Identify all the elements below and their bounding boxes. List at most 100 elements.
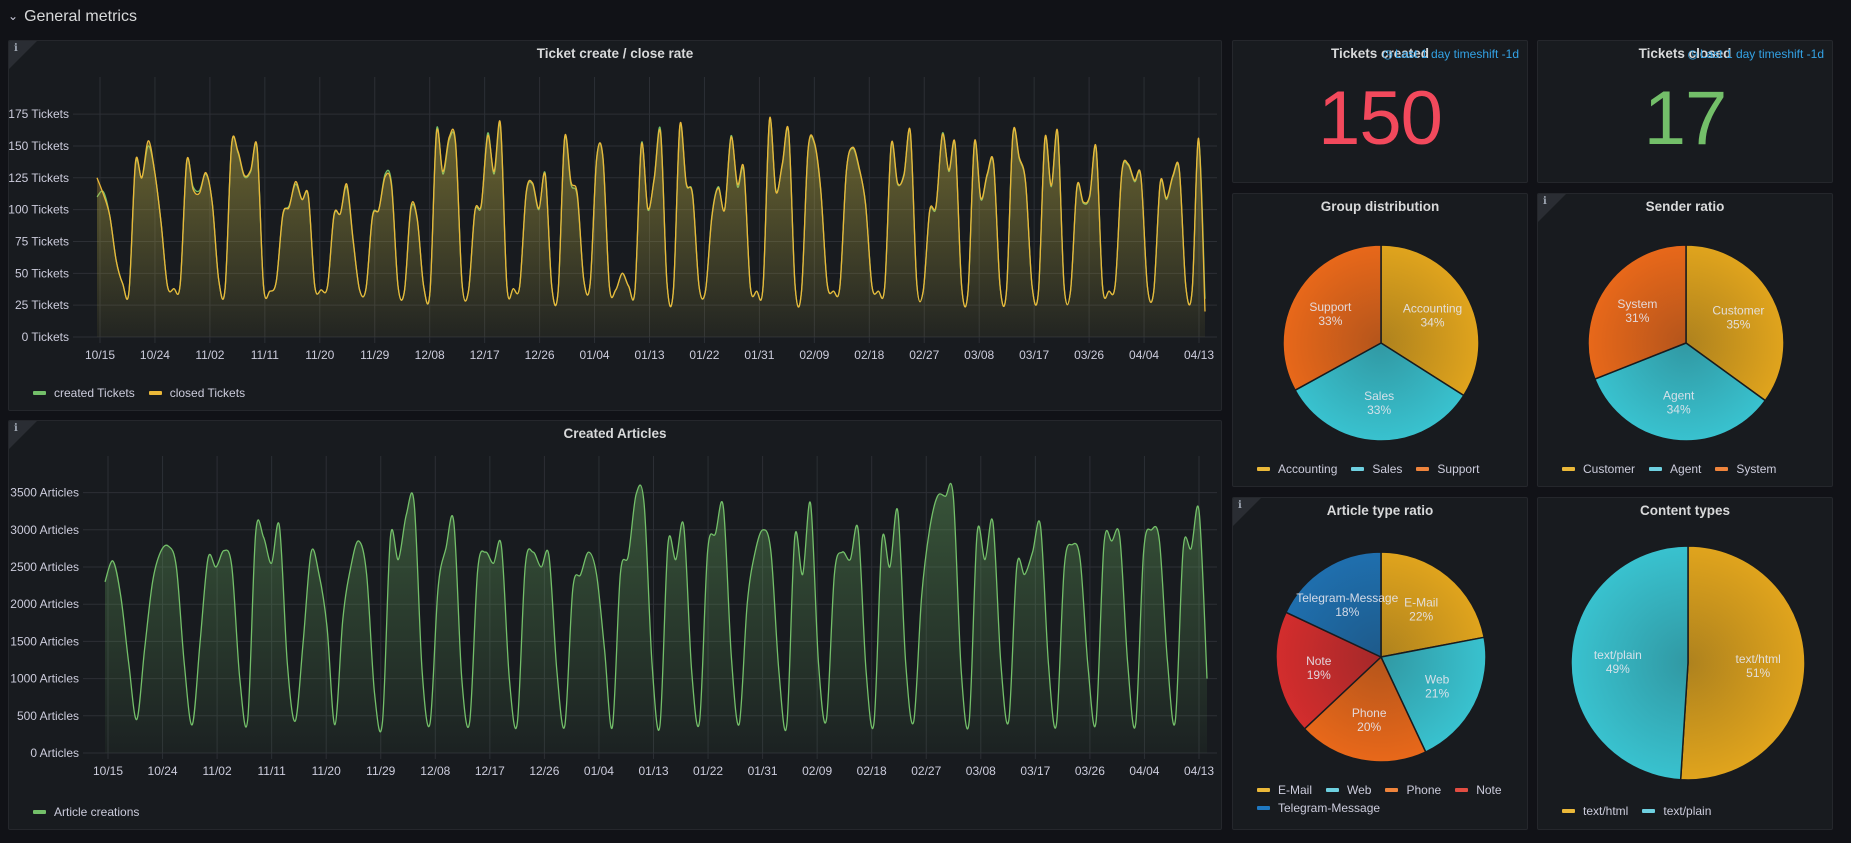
y-tick-label: 0 Articles bbox=[30, 746, 79, 760]
legend-label: Telegram-Message bbox=[1278, 801, 1381, 815]
info-corner[interactable] bbox=[9, 421, 37, 449]
legend-item[interactable]: Accounting bbox=[1257, 462, 1337, 476]
legend-swatch bbox=[1455, 788, 1469, 792]
x-tick-label: 11/02 bbox=[203, 764, 232, 778]
pie-legend: Accounting Sales Support bbox=[1257, 462, 1479, 476]
x-tick-label: 04/13 bbox=[1184, 764, 1214, 778]
pie-slice-label: Agent bbox=[1663, 388, 1695, 402]
x-tick-label: 03/08 bbox=[964, 348, 994, 362]
legend-label: Article creations bbox=[54, 805, 140, 819]
stat-value: 17 bbox=[1643, 76, 1728, 161]
chevron-down-icon[interactable]: ⌄ bbox=[8, 9, 19, 23]
pie-slice-telegram-message bbox=[1284, 551, 1382, 659]
y-tick-label: 25 Tickets bbox=[15, 298, 69, 312]
panel-title: Tickets created bbox=[1330, 46, 1430, 61]
legend-item[interactable]: Customer bbox=[1562, 462, 1635, 476]
legend-item[interactable]: System bbox=[1715, 462, 1776, 476]
legend-swatch bbox=[1715, 467, 1729, 471]
x-tick-label: 11/02 bbox=[195, 348, 224, 362]
info-icon[interactable]: i bbox=[1543, 196, 1547, 207]
panel-ticket-create-close-rate[interactable]: i Ticket create / close rate 0 Tickets 25… bbox=[8, 40, 1222, 411]
pie-slice-e-mail bbox=[1380, 551, 1486, 658]
pie-slice-support bbox=[1282, 244, 1382, 392]
y-tick-label: 175 Tickets bbox=[9, 107, 69, 121]
y-tick-label: 500 Articles bbox=[17, 709, 79, 723]
panel-title: Article type ratio bbox=[1326, 503, 1434, 518]
legend-item[interactable]: closed Tickets bbox=[148, 386, 245, 400]
series-line bbox=[104, 482, 1208, 733]
y-tick-label: 1000 Articles bbox=[10, 672, 79, 686]
pie-slice-label: text/plain bbox=[1594, 648, 1642, 662]
clock-icon: ◷ bbox=[1382, 47, 1393, 61]
x-tick-label: 03/08 bbox=[966, 764, 996, 778]
info-icon[interactable]: i bbox=[14, 423, 18, 434]
x-tick-label: 02/09 bbox=[799, 348, 829, 362]
legend-item[interactable]: Phone bbox=[1385, 783, 1441, 797]
y-tick-label: 2500 Articles bbox=[10, 560, 79, 574]
legend-item[interactable]: created Tickets bbox=[33, 386, 135, 400]
panel-group-distribution[interactable]: Group distribution Accounting 34% Sales 33%… bbox=[1232, 193, 1528, 487]
legend-swatch bbox=[33, 391, 46, 395]
legend-label: Accounting bbox=[1278, 462, 1338, 476]
series-line bbox=[96, 116, 1206, 312]
y-tick-label: 100 Tickets bbox=[9, 203, 69, 217]
legend-label: created Tickets bbox=[54, 386, 135, 400]
legend-item[interactable]: text/plain bbox=[1642, 804, 1711, 818]
panel-sender-ratio[interactable]: i Sender ratio Customer 35% Agent 34% System… bbox=[1537, 193, 1833, 487]
pie-slice-percent: 31% bbox=[1625, 311, 1649, 325]
x-tick-label: 10/24 bbox=[140, 348, 170, 362]
panel-created-articles[interactable]: i Created Articles 0 Articles 500 Article… bbox=[8, 420, 1222, 830]
x-tick-label: 12/08 bbox=[415, 348, 445, 362]
x-tick-label: 10/15 bbox=[93, 764, 123, 778]
x-tick-label: 11/20 bbox=[305, 348, 334, 362]
info-icon[interactable]: i bbox=[14, 43, 18, 54]
pie-slice-label: Support bbox=[1309, 300, 1352, 314]
y-tick-label: 3500 Articles bbox=[10, 486, 79, 500]
y-tick-label: 150 Tickets bbox=[9, 139, 69, 153]
info-corner[interactable] bbox=[9, 41, 37, 69]
pie-legend: E-Mail Web Phone Note Telegram-Message bbox=[1257, 783, 1517, 815]
x-tick-label: 10/24 bbox=[148, 764, 178, 778]
legend-swatch bbox=[1385, 788, 1399, 792]
pie-slice-percent: 20% bbox=[1357, 720, 1381, 734]
panel-tickets-closed[interactable]: Tickets closed ◷ Last 1 day timeshift -1… bbox=[1537, 40, 1833, 183]
legend-swatch bbox=[1257, 467, 1270, 471]
info-corner[interactable] bbox=[1538, 194, 1566, 222]
legend-item[interactable]: Article creations bbox=[33, 805, 139, 819]
x-tick-label: 01/04 bbox=[580, 348, 610, 362]
y-tick-label: 0 Tickets bbox=[22, 330, 69, 344]
pie-legend: text/html text/plain bbox=[1562, 804, 1711, 818]
legend-label: System bbox=[1736, 462, 1777, 476]
panel-content-types[interactable]: Content types text/html 51% text/plain 49% … bbox=[1537, 497, 1833, 830]
pie-slice-percent: 33% bbox=[1367, 403, 1391, 417]
legend-item[interactable]: Sales bbox=[1351, 462, 1402, 476]
legend-item[interactable]: text/html bbox=[1562, 804, 1628, 818]
pie-slice-percent: 22% bbox=[1409, 609, 1433, 623]
legend-item[interactable]: Agent bbox=[1649, 462, 1701, 476]
legend-label: text/plain bbox=[1663, 804, 1712, 818]
legend-item[interactable]: Web bbox=[1326, 783, 1371, 797]
legend-label: Phone bbox=[1406, 783, 1442, 797]
pie-slice-label: Telegram-Message bbox=[1296, 591, 1398, 605]
x-tick-label: 12/17 bbox=[470, 348, 500, 362]
row-header-general-metrics[interactable]: ⌄ General metrics bbox=[8, 6, 137, 28]
timeshift-label: Last 1 day timeshift -1d bbox=[1394, 47, 1519, 61]
legend-swatch bbox=[1562, 809, 1575, 813]
pie-slice-percent: 51% bbox=[1746, 666, 1770, 680]
info-icon[interactable]: i bbox=[1238, 500, 1242, 511]
x-tick-label: 03/26 bbox=[1075, 764, 1105, 778]
info-corner[interactable] bbox=[1233, 498, 1261, 526]
x-tick-label: 02/27 bbox=[911, 764, 941, 778]
x-tick-label: 01/13 bbox=[638, 764, 668, 778]
x-tick-label: 01/31 bbox=[748, 764, 778, 778]
x-tick-label: 12/26 bbox=[529, 764, 559, 778]
legend-item[interactable]: Note bbox=[1455, 783, 1502, 797]
pie-slice-label: Note bbox=[1306, 654, 1332, 668]
legend-swatch bbox=[1649, 467, 1663, 471]
panel-article-type-ratio[interactable]: i Article type ratio E-Mail 22% Web 21% Phon… bbox=[1232, 497, 1528, 830]
legend-item[interactable]: Support bbox=[1416, 462, 1479, 476]
legend-item[interactable]: E-Mail bbox=[1257, 783, 1312, 797]
legend-item[interactable]: Telegram-Message bbox=[1257, 801, 1380, 815]
panel-tickets-created[interactable]: Tickets created ◷ Last 1 day timeshift -… bbox=[1232, 40, 1528, 183]
